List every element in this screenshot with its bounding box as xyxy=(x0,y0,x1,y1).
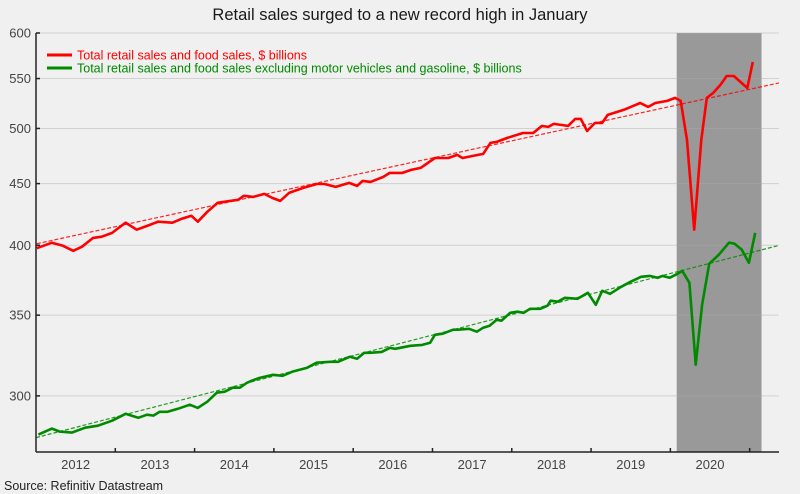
y-tick-label: 500 xyxy=(9,121,31,136)
y-tick-label: 350 xyxy=(9,308,31,323)
recession-shading-layer xyxy=(676,33,762,452)
source-note: Source: Refinitiv Datastream xyxy=(4,479,164,493)
trend-line-0 xyxy=(36,82,780,245)
x-tick-label: 2012 xyxy=(61,457,90,472)
chart-title: Retail sales surged to a new record high… xyxy=(212,6,588,24)
series-lines xyxy=(36,61,757,436)
recession-shaded-region xyxy=(676,33,762,452)
x-tick-label: 2019 xyxy=(616,457,645,472)
legend-label-total: Total retail sales and food sales, $ bil… xyxy=(77,49,307,63)
y-tick-label: 450 xyxy=(9,176,31,191)
y-tick-label: 550 xyxy=(9,71,31,86)
x-tick-label: 2018 xyxy=(537,457,566,472)
y-tick-label: 600 xyxy=(9,26,31,41)
axes: 300 350 400 450 500 550 600 2012 2013 2014 2015 201… xyxy=(9,26,779,472)
trend-lines xyxy=(35,82,780,439)
series-line-1 xyxy=(37,232,757,436)
x-tick-label: 2017 xyxy=(458,457,487,472)
legend-label-core: Total retail sales and food sales exclud… xyxy=(77,62,522,76)
x-tick-label: 2016 xyxy=(378,457,407,472)
x-tick-label: 2014 xyxy=(220,457,249,472)
y-tick-label: 300 xyxy=(9,388,31,403)
trend-line-1 xyxy=(35,245,778,439)
legend: Total retail sales and food sales, $ bil… xyxy=(47,49,522,76)
series-line-0 xyxy=(36,61,755,253)
x-tick-label: 2020 xyxy=(696,457,725,472)
y-tick-label: 400 xyxy=(9,238,31,253)
gridlines xyxy=(36,32,779,397)
x-tick-label: 2015 xyxy=(299,457,328,472)
x-tick-label: 2013 xyxy=(140,457,169,472)
